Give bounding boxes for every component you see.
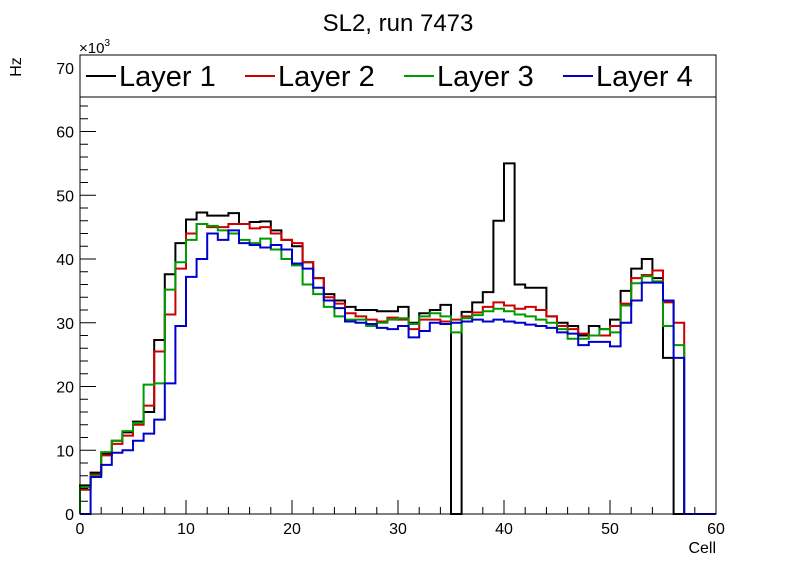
x-tick-label: 20: [283, 521, 301, 538]
y-tick-label: 20: [56, 380, 74, 397]
x-tick-label: 40: [495, 521, 513, 538]
y-tick-label: 40: [56, 252, 74, 269]
legend-label-3: Layer 3: [437, 61, 534, 93]
y-tick-label: 30: [56, 316, 74, 333]
x-tick-label: 0: [76, 521, 85, 538]
y-axis-title: Hz: [8, 57, 25, 77]
legend-label-2: Layer 2: [278, 61, 375, 93]
y-tick-label: 60: [56, 125, 74, 142]
legend-label-1: Layer 1: [119, 61, 216, 93]
series-line-3: [79, 222, 716, 515]
y-axis-multiplier: ×103: [79, 38, 110, 57]
y-tick-label: 70: [56, 61, 74, 78]
x-tick-label: 60: [707, 521, 725, 538]
y-tick-label: 10: [56, 443, 74, 460]
x-tick-label: 30: [389, 521, 407, 538]
chart-title: SL2, run 7473: [323, 10, 474, 37]
x-axis-title: Cell: [688, 540, 716, 557]
y-axis-multiplier-exponent: 3: [104, 38, 110, 49]
x-tick-label: 10: [177, 521, 195, 538]
y-axis-multiplier-base: ×10: [79, 40, 104, 57]
x-tick-label: 50: [601, 521, 619, 538]
series-line-1: [79, 162, 716, 515]
y-tick-label: 50: [56, 188, 74, 205]
y-tick-label: 0: [65, 507, 74, 524]
series-line-4: [80, 229, 716, 515]
legend-label-4: Layer 4: [596, 61, 693, 93]
legend-box: [79, 54, 717, 98]
